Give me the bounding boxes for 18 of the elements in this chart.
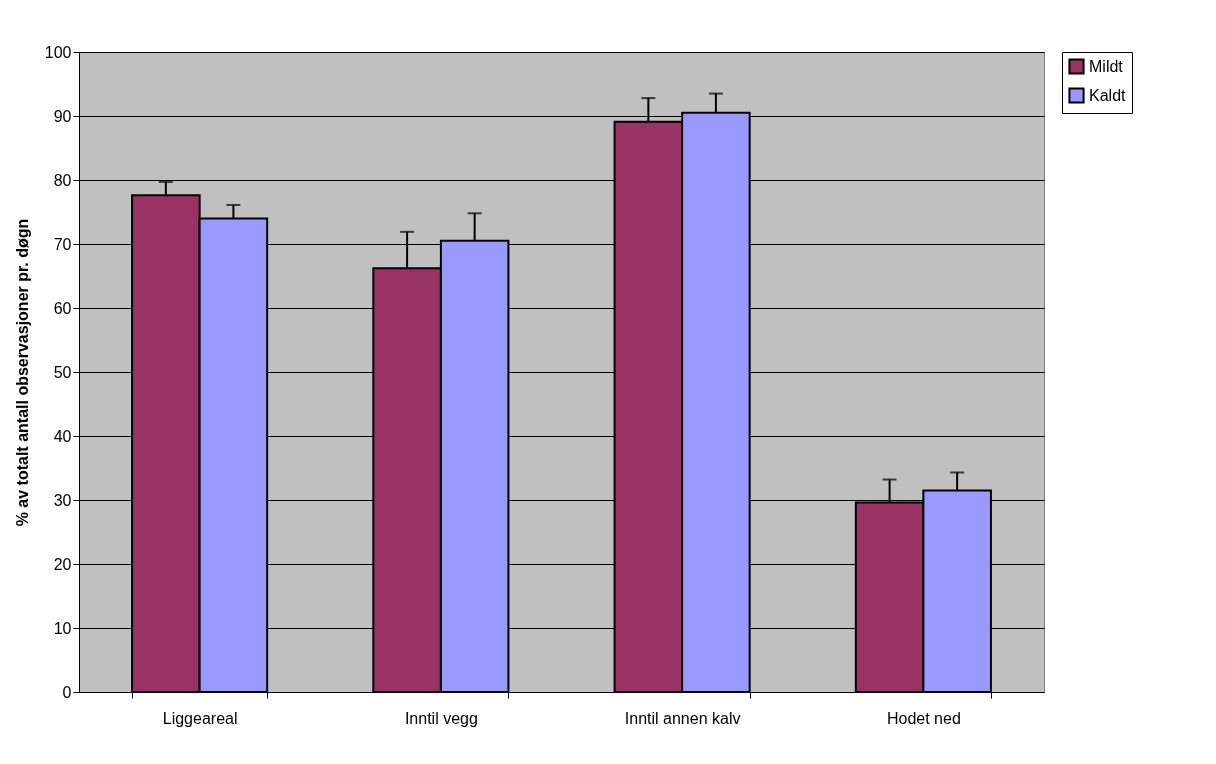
y-tick-label: 80 — [53, 171, 72, 189]
y-tick-label: 0 — [62, 683, 72, 701]
y-tick-label: 90 — [53, 107, 72, 125]
y-tick-label: 40 — [53, 427, 72, 445]
x-tick-label: Liggeareal — [162, 709, 238, 727]
y-tick-label: 30 — [53, 491, 72, 509]
y-tick-label: 50 — [53, 363, 72, 381]
y-tick-label: 20 — [53, 555, 72, 573]
x-tick-label: Inntil annen kalv — [624, 709, 741, 727]
y-tick-label: 70 — [53, 235, 72, 253]
legend-label: Kaldt — [1089, 86, 1127, 104]
x-tick-label: Hodet ned — [886, 709, 961, 727]
x-tick-label: Inntil vegg — [404, 709, 478, 727]
legend-label: Mildt — [1089, 57, 1124, 75]
y-axis-title: % av totalt antall observasjoner pr. døgn — [13, 218, 31, 527]
y-tick-label: 60 — [53, 299, 72, 317]
y-tick-label: 10 — [53, 619, 72, 637]
y-tick-label: 100 — [44, 43, 72, 61]
